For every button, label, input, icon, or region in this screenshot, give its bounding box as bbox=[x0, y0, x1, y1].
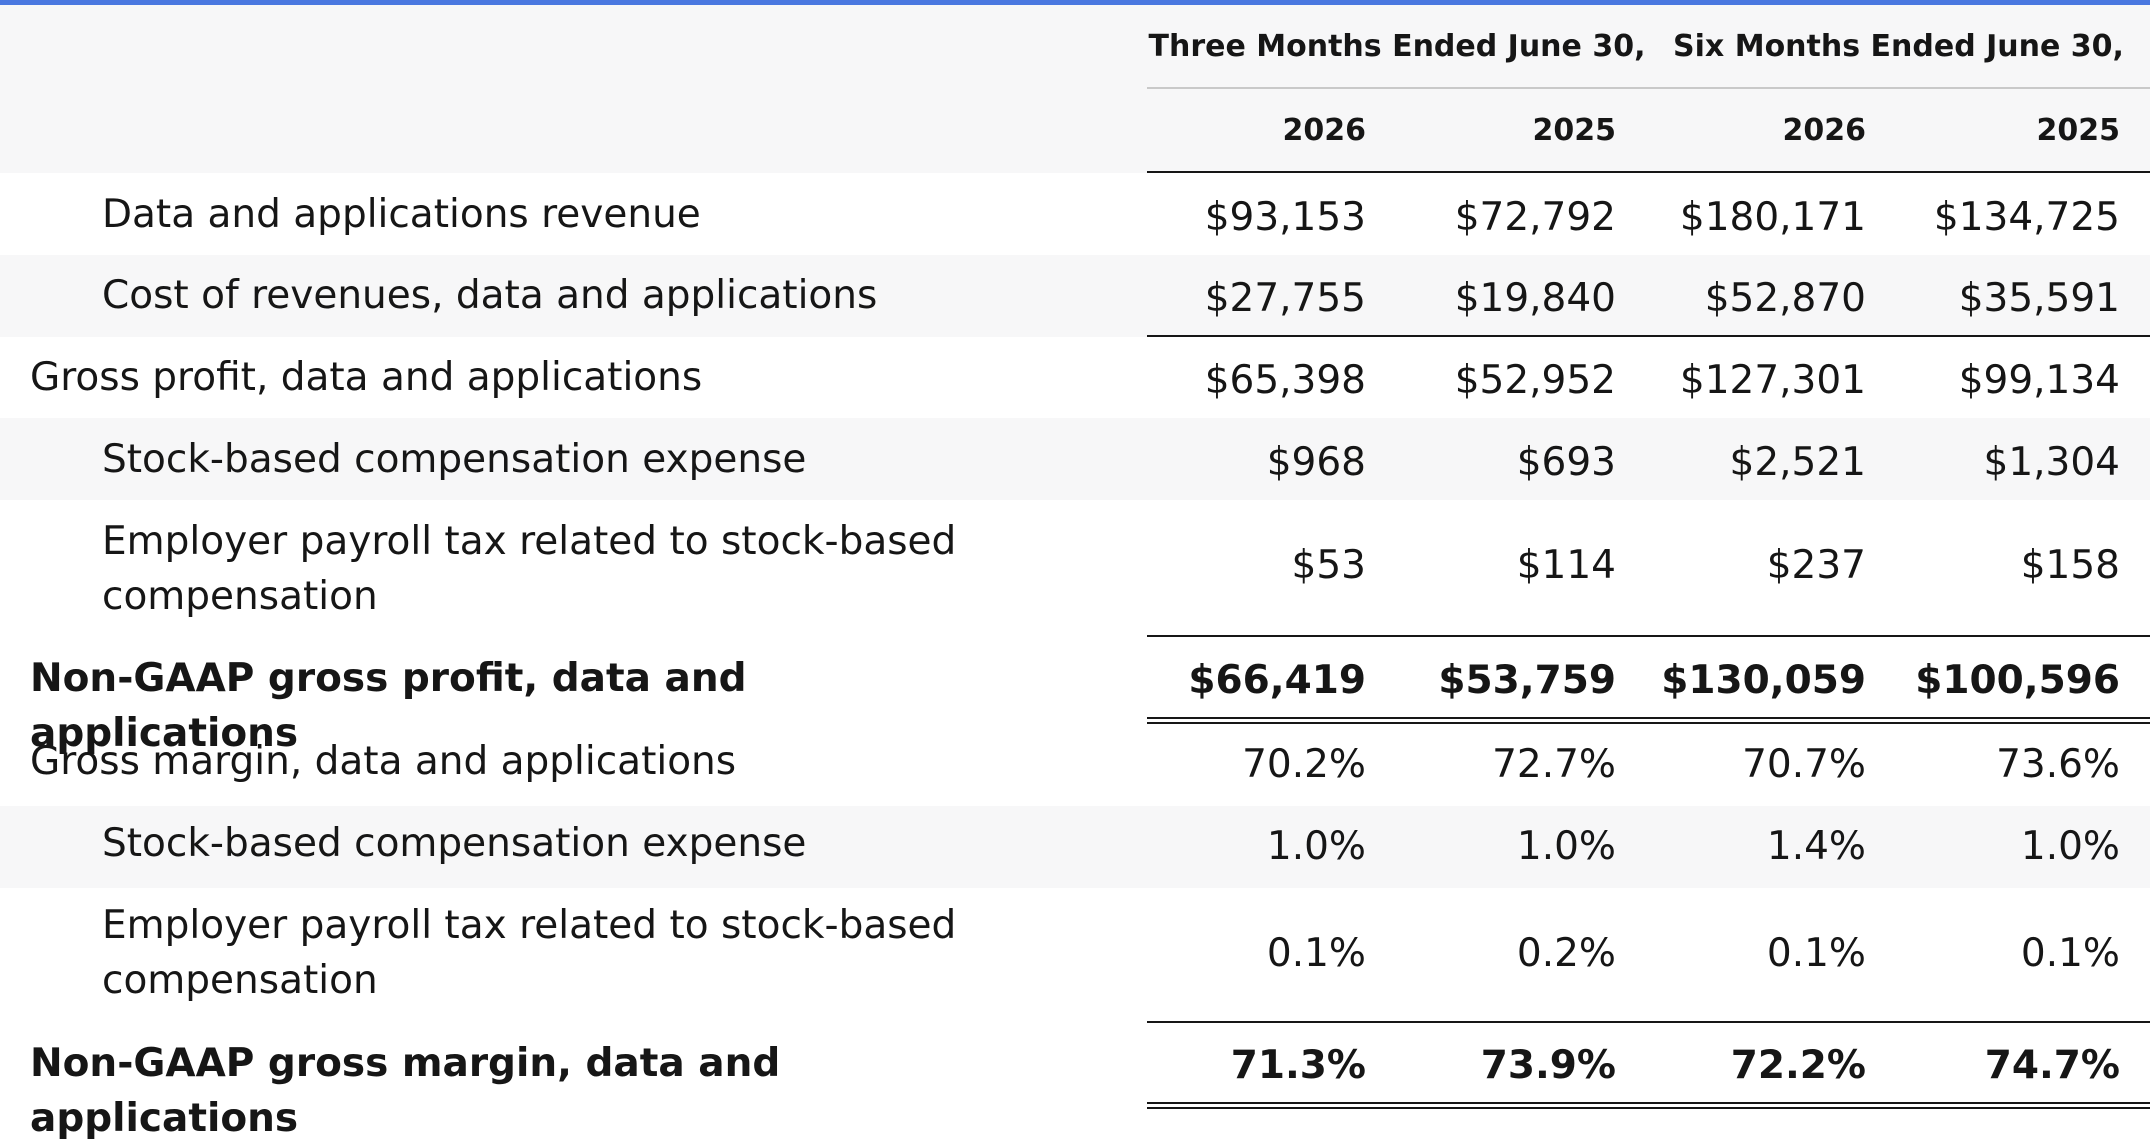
table-row: Cost of revenues, data and applications … bbox=[0, 255, 2150, 337]
cell-h-2025: $100,596 bbox=[1915, 658, 2120, 703]
cell-q-2025: 72.7% bbox=[1492, 742, 1616, 787]
top-accent-bar bbox=[0, 0, 2150, 5]
cell-h-2025: $1,304 bbox=[1983, 440, 2120, 485]
row-label: Stock-based compensation expense bbox=[102, 437, 807, 482]
cell-q-2026: $53 bbox=[1291, 543, 1366, 588]
cell-q-2026: 70.2% bbox=[1242, 742, 1366, 787]
cell-h-2026: 1.4% bbox=[1766, 824, 1866, 869]
cell-h-2025: 73.6% bbox=[1996, 742, 2120, 787]
table-row: Gross margin, data and applications 70.2… bbox=[0, 724, 2150, 806]
cell-q-2025: $52,952 bbox=[1454, 358, 1616, 403]
cell-h-2026: $127,301 bbox=[1679, 358, 1866, 403]
cell-q-2026: 1.0% bbox=[1266, 824, 1366, 869]
header-bottom-rule bbox=[1147, 171, 2150, 173]
total-double-rule bbox=[1147, 1102, 2150, 1109]
table-row: Employer payroll tax related to stock-ba… bbox=[0, 500, 2150, 638]
header-year-row: 2026 2025 2026 2025 bbox=[0, 89, 2150, 173]
header-year-col2: 2025 bbox=[1532, 113, 1617, 148]
cell-h-2026: $237 bbox=[1766, 543, 1866, 588]
table-row: Non-GAAP gross profit, data and applicat… bbox=[0, 637, 2150, 756]
cell-h-2025: $35,591 bbox=[1958, 276, 2120, 321]
header-year-col1: 2026 bbox=[1282, 113, 1367, 148]
cell-q-2025: $114 bbox=[1516, 543, 1616, 588]
cell-h-2026: 70.7% bbox=[1742, 742, 1866, 787]
subtotal-rule bbox=[1147, 635, 2150, 637]
cell-h-2025: $158 bbox=[2020, 543, 2120, 588]
table-row: Non-GAAP gross margin, data and applicat… bbox=[0, 1023, 2150, 1141]
cell-q-2026: 0.1% bbox=[1266, 931, 1366, 976]
row-label: Non-GAAP gross profit, data and applicat… bbox=[30, 656, 747, 756]
cell-h-2025: 1.0% bbox=[2020, 824, 2120, 869]
cell-h-2026: 72.2% bbox=[1730, 1043, 1866, 1088]
cell-q-2026: $968 bbox=[1266, 440, 1366, 485]
cell-h-2026: $2,521 bbox=[1729, 440, 1866, 485]
subtotal-rule bbox=[1147, 1021, 2150, 1023]
subtotal-rule bbox=[1147, 335, 2150, 337]
cell-q-2026: $66,419 bbox=[1188, 658, 1366, 703]
cell-h-2025: 74.7% bbox=[1984, 1043, 2120, 1088]
cell-q-2025: 1.0% bbox=[1516, 824, 1616, 869]
cell-h-2026: $130,059 bbox=[1661, 658, 1866, 703]
total-double-rule bbox=[1147, 717, 2150, 724]
table-row: Data and applications revenue $93,153 $7… bbox=[0, 173, 2150, 255]
cell-q-2025: $72,792 bbox=[1454, 195, 1616, 240]
table-row: Gross profit, data and applications $65,… bbox=[0, 337, 2150, 418]
header-period-row: Three Months Ended June 30, Six Months E… bbox=[0, 5, 2150, 89]
cell-q-2025: $19,840 bbox=[1454, 276, 1616, 321]
table-row: Employer payroll tax related to stock-ba… bbox=[0, 888, 2150, 1024]
cell-q-2025: $693 bbox=[1516, 440, 1616, 485]
cell-q-2025: 73.9% bbox=[1480, 1043, 1616, 1088]
cell-h-2026: $180,171 bbox=[1679, 195, 1866, 240]
cell-h-2026: 0.1% bbox=[1766, 931, 1866, 976]
header-period-six-months: Six Months Ended June 30, bbox=[1673, 29, 2124, 64]
header-period-three-months: Three Months Ended June 30, bbox=[1148, 29, 1646, 64]
row-label: Gross profit, data and applications bbox=[30, 355, 703, 400]
cell-h-2025: $99,134 bbox=[1958, 358, 2120, 403]
cell-q-2026: 71.3% bbox=[1230, 1043, 1366, 1088]
row-label: Employer payroll tax related to stock-ba… bbox=[102, 903, 957, 1003]
cell-q-2026: $65,398 bbox=[1204, 358, 1366, 403]
cell-h-2025: $134,725 bbox=[1933, 195, 2120, 240]
cell-q-2026: $93,153 bbox=[1204, 195, 1366, 240]
header-year-col3: 2026 bbox=[1782, 113, 1867, 148]
cell-h-2025: 0.1% bbox=[2020, 931, 2120, 976]
row-label: Stock-based compensation expense bbox=[102, 821, 807, 866]
cell-q-2026: $27,755 bbox=[1204, 276, 1366, 321]
cell-h-2026: $52,870 bbox=[1704, 276, 1866, 321]
cell-q-2025: 0.2% bbox=[1516, 931, 1616, 976]
table-row: Stock-based compensation expense 1.0% 1.… bbox=[0, 806, 2150, 888]
header-year-col4: 2025 bbox=[2036, 113, 2121, 148]
cell-q-2025: $53,759 bbox=[1438, 658, 1616, 703]
row-label: Non-GAAP gross margin, data and applicat… bbox=[30, 1041, 781, 1141]
row-label: Gross margin, data and applications bbox=[30, 739, 737, 784]
table-row: Stock-based compensation expense $968 $6… bbox=[0, 418, 2150, 500]
row-label: Cost of revenues, data and applications bbox=[102, 273, 878, 318]
row-label: Data and applications revenue bbox=[102, 192, 701, 237]
header-period-divider bbox=[1147, 87, 2150, 89]
row-label: Employer payroll tax related to stock-ba… bbox=[102, 519, 957, 619]
